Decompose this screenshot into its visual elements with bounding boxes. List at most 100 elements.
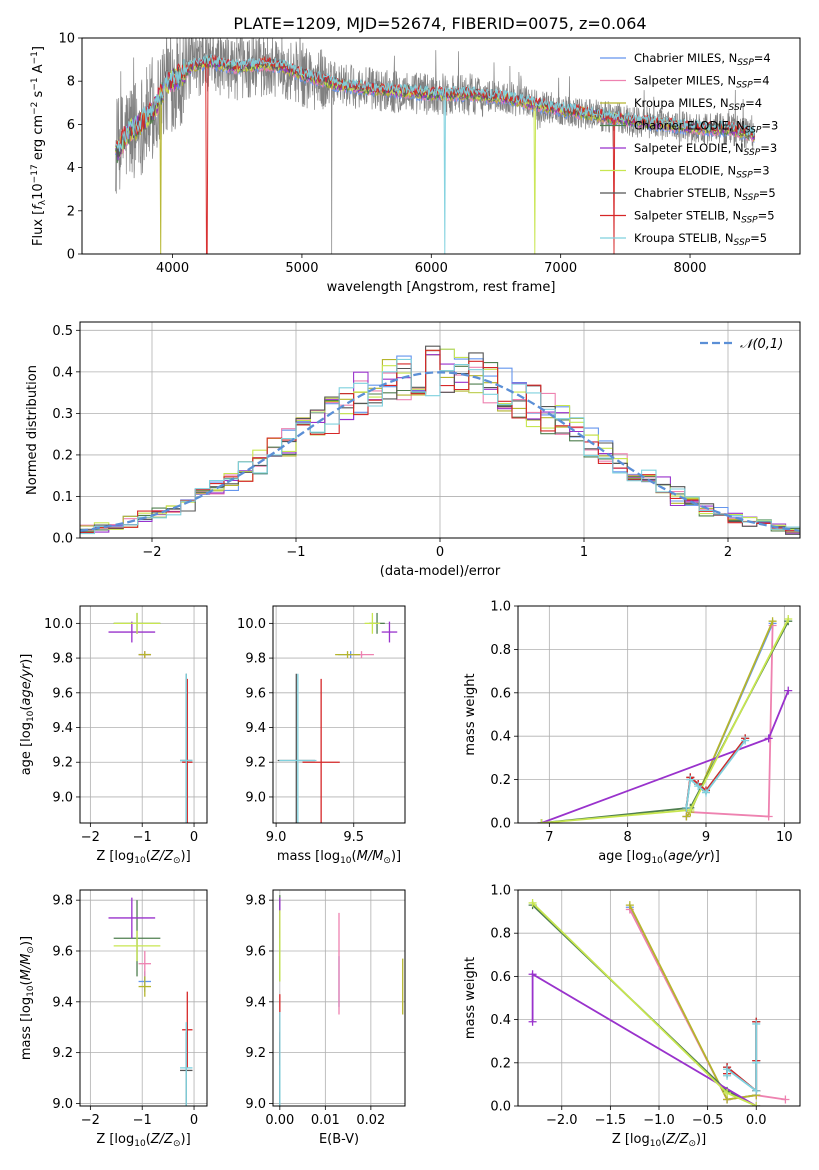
legend-entry: 𝒩(0,1) [740,337,783,352]
panel-residuals: −2 −1 0 1 2 0.0 0.1 0.2 0.3 0.4 0.5 (data-model)/er… [25,321,801,579]
y-tick-label: 10.0 [44,617,73,632]
x-tick-label: −1 [286,545,305,560]
axis-ticks: 4000 5000 6000 7000 8000 0 2 4 6 8 10 [58,32,706,277]
y-tick-label: 1.0 [490,600,511,615]
x-tick-label: 7000 [544,261,577,276]
residual-histogram [80,358,800,535]
panel-age-vs-metallicity: −2 −1 0 9.0 9.2 9.4 9.6 9.8 10.0 Z [log10(Z/Z⊙)] a… [19,605,208,866]
legend-entry: Kroupa ELODIE, NSSP=3 [634,164,770,181]
y-tick-label: 0.0 [52,532,73,547]
y-tick-label: 0.4 [490,1013,511,1028]
y-tick-label: 9.6 [245,686,266,701]
x-tick-label: 8000 [673,261,706,276]
y-tick-label: 9.8 [245,652,266,667]
gridlines [518,605,800,824]
x-tick-label: −0.5 [692,1113,724,1128]
legend-entry: Kroupa STELIB, NSSP=5 [634,231,767,248]
x-tick-label: 5000 [285,261,318,276]
mass-weight-line [628,906,757,1101]
mass-weight-line [541,690,790,823]
y-tick-label: 9.2 [52,1046,73,1061]
x-tick-label: 0 [436,545,444,560]
model-spectrum [115,53,755,254]
y-tick-label: 9.4 [245,721,266,736]
y-tick-label: 0.3 [52,407,73,422]
mass-weight-marker [784,615,793,624]
x-tick-label: 9.5 [343,830,364,845]
y-tick-label: 10 [58,32,75,47]
y-axis-label: Normed distribution [25,365,40,495]
x-axis-label: E(B-V) [319,1132,359,1147]
y-tick-label: 9.0 [52,790,73,805]
legend-entry: Chabrier MILES, NSSP=4 [634,51,771,68]
plot-area [279,895,404,1106]
plot-area [537,615,793,823]
mass-weight-marker [723,1089,732,1098]
x-axis-label: mass [log10(M/M⊙)] [277,849,401,866]
mass-weight-marker [764,812,773,821]
y-tick-label: 0.4 [490,730,511,745]
x-tick-label: −2 [81,830,100,845]
plot-area [80,345,800,535]
y-tick-label: 8 [67,75,75,90]
y-tick-label: 0.8 [490,643,511,658]
axes-frame [517,889,801,1107]
mass-weight-marker [686,775,695,784]
plot-area [108,897,193,1106]
mass-weight-line [531,972,757,1106]
y-tick-label: 9.4 [52,721,73,736]
x-tick-label: 1 [580,545,588,560]
y-tick-label: 0.4 [52,365,73,380]
y-tick-label: 9.6 [245,944,266,959]
x-tick-label: 0.01 [311,1113,340,1128]
x-axis-label: (data-model)/error [380,564,501,579]
y-axis-label: age [log10(age/yr)] [19,654,36,776]
panel-mass-vs-extinction: 0.00 0.01 0.02 9.0 9.2 9.4 9.6 9.8 E(B-V) [245,889,406,1147]
y-tick-label: 0 [67,248,75,263]
y-tick-label: 0.2 [490,1056,511,1071]
y-tick-label: 9.4 [52,995,73,1010]
mass-weight-marker [682,803,691,812]
y-tick-label: 0.2 [52,448,73,463]
axes-frame [79,321,801,539]
x-tick-label: 4000 [156,261,189,276]
mass-weight-marker [528,898,537,907]
mass-weight-marker [537,819,546,823]
y-tick-label: 9.6 [52,686,73,701]
mass-weight-marker [784,686,793,695]
legend-entry: Chabrier STELIB, NSSP=5 [634,186,776,203]
plot-area [528,898,790,1106]
y-tick-label: 1.0 [490,884,511,899]
y-tick-label: 9.2 [52,756,73,771]
mass-weight-marker [625,901,634,910]
y-tick-label: 9.8 [245,894,266,909]
mass-weight-marker [781,1095,790,1104]
y-tick-label: 0.6 [490,686,511,701]
x-tick-label: 9.0 [266,830,287,845]
x-tick-label: 9 [702,830,710,845]
mass-weight-marker [752,1058,761,1067]
y-tick-label: 9.6 [52,944,73,959]
panel-mass-vs-metallicity: −2 −1 0 9.0 9.2 9.4 9.6 9.8 Z [log10(Z/Z⊙)] mass … [19,889,208,1149]
y-axis-label: Flux [fλ10−17 erg cm−2 s−1 A−1] [30,46,48,246]
mass-weight-marker [764,734,773,743]
mass-weight-marker [741,736,750,745]
plot-area [108,612,193,823]
y-tick-label: 9.0 [52,1097,73,1112]
mass-weight-marker [528,970,537,979]
gridlines [273,606,405,823]
axis-ticks: −2 −1 0 9.0 9.2 9.4 9.6 9.8 10.0 [44,617,198,845]
x-tick-label: −1.0 [643,1113,675,1128]
x-tick-label: −1.5 [595,1113,627,1128]
x-axis-label: Z [log10(Z/Z⊙)] [96,849,190,866]
mass-weight-marker [702,788,710,797]
mass-weight-marker [752,1086,761,1095]
axes-frame [272,889,406,1107]
y-tick-label: 0.8 [490,927,511,942]
x-tick-label: 7 [545,830,553,845]
x-tick-label: −1 [133,830,152,845]
legend-entry: Salpeter MILES, NSSP=4 [634,74,770,91]
x-tick-label: −2 [81,1113,100,1128]
